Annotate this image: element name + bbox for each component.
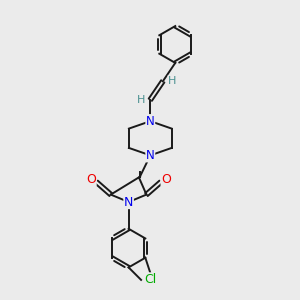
Text: N: N — [146, 149, 155, 162]
Text: H: H — [137, 95, 146, 105]
Text: O: O — [86, 172, 96, 186]
Text: Cl: Cl — [145, 273, 157, 286]
Text: O: O — [161, 172, 171, 186]
Text: H: H — [168, 76, 176, 86]
Text: N: N — [124, 196, 133, 208]
Text: N: N — [146, 115, 155, 128]
